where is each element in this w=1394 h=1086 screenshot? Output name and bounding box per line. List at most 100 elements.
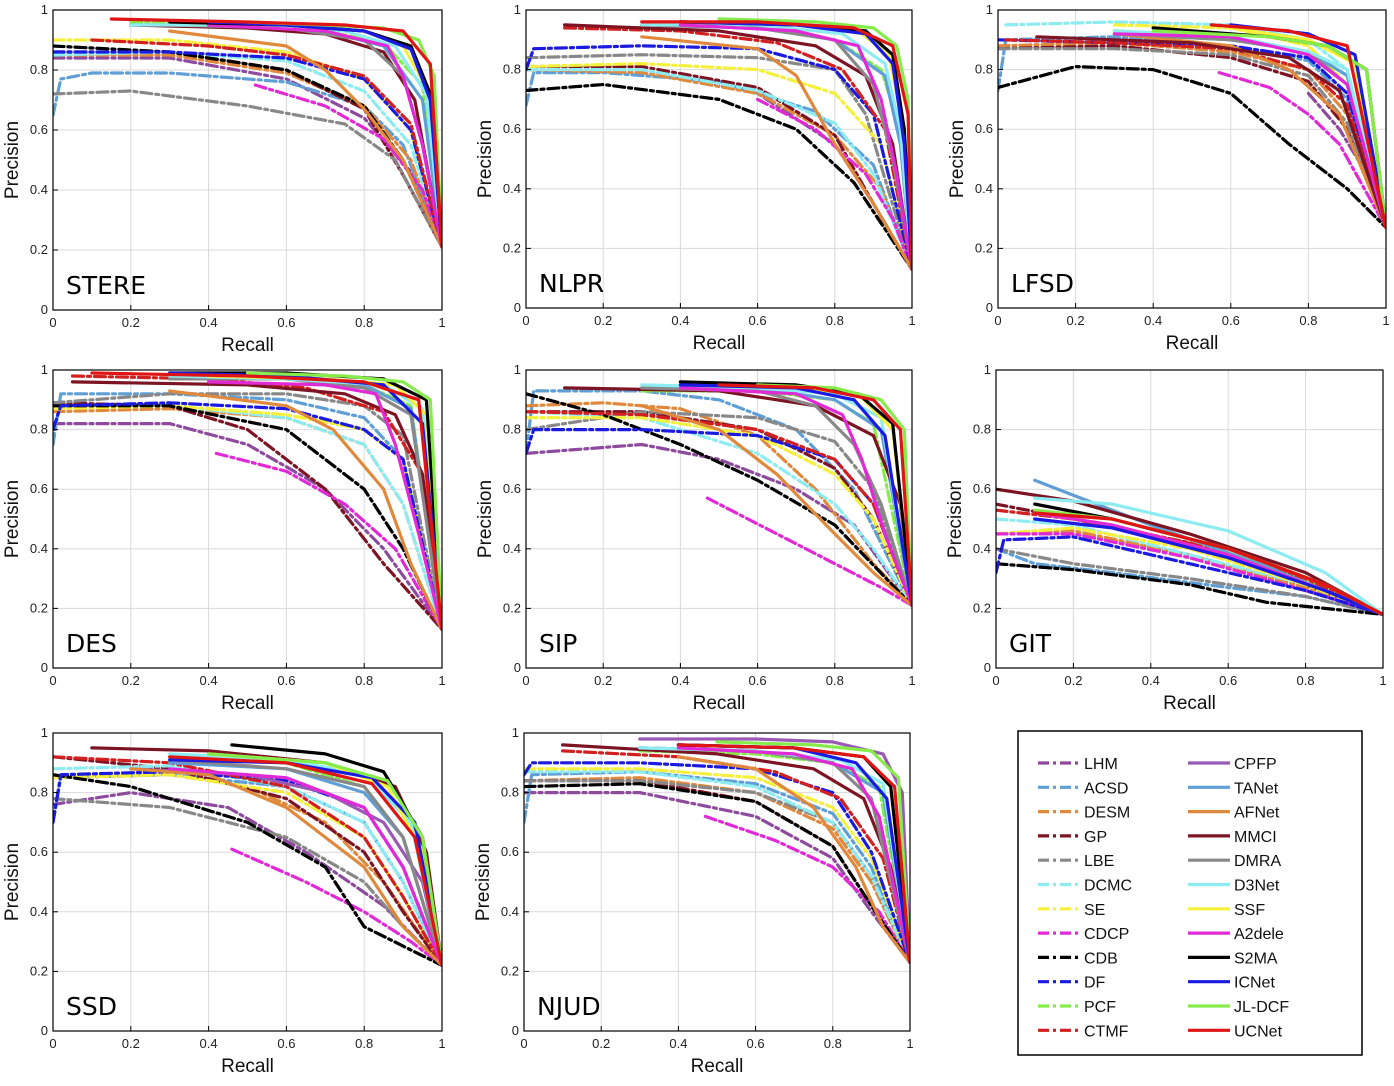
series-line-cdb (53, 773, 442, 968)
y-tick-label: 0.2 (501, 963, 519, 978)
series-line-dcmc (526, 67, 912, 271)
x-tick-label: 0.6 (749, 313, 767, 328)
panel-sip: 00 0.2 0.2 0.4 0.4 0.6 0.6 0.8 0.8 1 1 Recall Precis… (475, 362, 916, 714)
x-tick-label: 0.6 (277, 1036, 295, 1051)
legend-label-acsd: ACSD (1084, 780, 1128, 797)
series-line-jl-dcf (207, 752, 442, 968)
series-line-df (996, 535, 1383, 617)
y-tick-label: 0.4 (30, 904, 48, 919)
legend-label-gp: GP (1084, 829, 1107, 846)
series-line-cdb (526, 392, 912, 608)
plot-frame (52, 732, 443, 1032)
y-tick-label: 0.4 (501, 904, 519, 919)
x-tick-label: 0.8 (826, 313, 844, 328)
x-tick-label: 0 (520, 1036, 527, 1051)
dataset-label: GIT (1009, 629, 1052, 658)
series-line-ctmf (560, 749, 910, 965)
legend-label-se: SE (1084, 902, 1105, 919)
x-tick-label: 0.8 (355, 673, 373, 688)
x-tick-label: 0.8 (824, 1036, 842, 1051)
x-tick-label: 0.4 (671, 673, 689, 688)
series-line-desm (996, 529, 1383, 617)
legend-label-icnet: ICNet (1234, 975, 1275, 992)
legend-label-cpfp: CPFP (1234, 756, 1277, 773)
y-tick-label: 0.6 (503, 481, 521, 496)
series-group (526, 380, 912, 608)
series-line-acsd (53, 71, 442, 249)
series-line-ucnet (640, 20, 912, 271)
plot-frame (523, 732, 911, 1032)
series-line-afnet (676, 755, 910, 965)
y-tick-label: 0.4 (30, 541, 48, 556)
plot-frame (52, 9, 443, 311)
series-line-desm (53, 53, 442, 249)
y-tick-label: 1 (986, 2, 993, 17)
y-tick-label: 0.2 (30, 242, 48, 257)
x-tick-label: 1 (908, 313, 915, 328)
x-axis-label: Recall (221, 1056, 274, 1077)
y-tick-label: 0.4 (973, 541, 991, 556)
series-line-lbe (53, 89, 442, 249)
series-line-ctmf (53, 755, 442, 968)
y-tick-label: 0 (41, 302, 48, 317)
y-tick-label: 0.2 (975, 240, 993, 255)
x-axis-label: Recall (1166, 333, 1219, 354)
series-line-cdcp (253, 83, 442, 249)
x-axis-label: Recall (221, 335, 274, 356)
y-tick-label: 0.6 (503, 121, 521, 136)
series-line-lhm (53, 422, 442, 631)
y-tick-label: 1 (984, 362, 991, 377)
x-axis-label: Recall (693, 333, 746, 354)
panel-ssd: 00 0.2 0.2 0.4 0.4 0.6 0.6 0.8 0.8 1 1 Recall Precis… (2, 725, 446, 1077)
y-tick-label: 0.4 (30, 182, 48, 197)
y-tick-label: 0.8 (30, 785, 48, 800)
y-tick-label: 0 (41, 1023, 48, 1038)
series-line-a2dele (168, 767, 442, 968)
series-line-dcmc (524, 770, 910, 965)
y-tick-label: 0.6 (30, 481, 48, 496)
legend-label-afnet: AFNet (1234, 805, 1280, 822)
legend-label-cdcp: CDCP (1084, 926, 1129, 943)
series-line-a2dele (678, 386, 912, 608)
x-tick-label: 0.4 (200, 673, 218, 688)
plot-frame (997, 9, 1387, 309)
x-tick-label: 0.2 (594, 673, 612, 688)
x-tick-label: 1 (438, 1036, 445, 1051)
y-tick-label: 0.8 (973, 422, 991, 437)
legend-label-lhm: LHM (1084, 756, 1118, 773)
legend-label-jl-dcf: JL-DCF (1234, 999, 1289, 1016)
x-tick-label: 0.4 (1142, 673, 1160, 688)
x-tick-label: 0.2 (1064, 673, 1082, 688)
series-line-ucnet (90, 371, 442, 631)
dataset-label: LFSD (1011, 269, 1074, 298)
y-tick-label: 0.4 (503, 541, 521, 556)
series-line-jl-dcf (715, 740, 910, 965)
series-line-lbe (526, 53, 912, 271)
y-tick-label: 0.8 (975, 62, 993, 77)
series-line-lhm (53, 790, 442, 968)
plot-area (53, 10, 442, 310)
x-tick-label: 0.2 (122, 1036, 140, 1051)
y-tick-label: 1 (41, 2, 48, 17)
plot-area (524, 733, 910, 1031)
y-tick-label: 0.6 (30, 122, 48, 137)
x-tick-label: 0.8 (355, 315, 373, 330)
series-line-se (526, 416, 912, 608)
series-line-lbe (996, 547, 1383, 617)
series-line-ucnet (676, 743, 910, 965)
x-tick-label: 0.4 (200, 1036, 218, 1051)
series-line-a2dele (1112, 32, 1386, 230)
y-tick-label: 0.6 (501, 844, 519, 859)
series-line-mmci (1035, 35, 1386, 230)
x-tick-label: 0.8 (826, 673, 844, 688)
x-tick-label: 0.4 (669, 1036, 687, 1051)
y-tick-label: 0.6 (975, 121, 993, 136)
x-tick-label: 0.6 (1219, 673, 1237, 688)
series-line-cdcp (230, 847, 442, 968)
dataset-label: DES (66, 629, 117, 658)
dataset-label: SSD (66, 992, 117, 1021)
x-axis-label: Recall (693, 693, 746, 714)
x-tick-label: 0.2 (122, 315, 140, 330)
x-tick-label: 0.4 (671, 313, 689, 328)
